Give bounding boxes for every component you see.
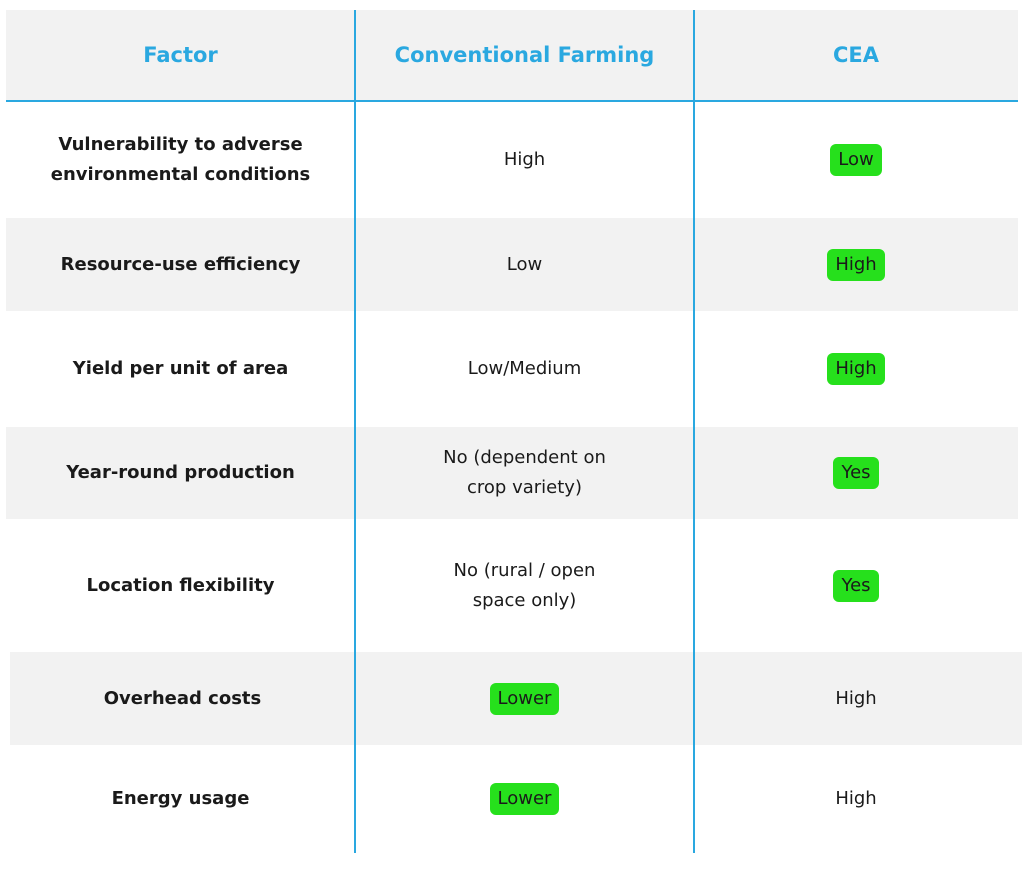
- cell-text: High: [835, 788, 877, 809]
- factor-cell: Yield per unit of area: [6, 311, 355, 427]
- cell-text: High: [503, 149, 546, 170]
- highlight-text: Yes: [833, 569, 879, 602]
- highlight-text: High: [827, 248, 885, 281]
- factor-cell: Year-round production: [6, 427, 355, 519]
- cell: Low/Medium: [355, 311, 694, 427]
- header-cell: Conventional Farming: [394, 43, 655, 67]
- cell: Lower: [355, 652, 694, 745]
- factor-cell: Energy usage: [6, 745, 355, 853]
- highlight-text: Lower: [489, 783, 560, 815]
- cell-text: Yield per unit of area: [72, 358, 289, 379]
- cell: No (dependent on crop variety): [355, 427, 694, 519]
- factor-cell: Vulnerability to adverse environmental c…: [6, 102, 355, 218]
- cell: High: [355, 102, 694, 218]
- table-row: Vulnerability to adverse environmental c…: [6, 102, 1018, 218]
- cell: No (rural / open space only): [355, 519, 694, 652]
- cell: Yes: [694, 519, 1018, 652]
- table-row: Yield per unit of area Low/Medium High: [6, 311, 1018, 427]
- cell-text: Resource-use efficiency: [60, 253, 301, 275]
- cell-text: Year-round production: [66, 462, 295, 483]
- cell: Low: [355, 218, 694, 311]
- factor-cell: Overhead costs: [10, 652, 355, 745]
- factor-cell: Resource-use efficiency: [6, 218, 355, 311]
- cell: High: [694, 652, 1018, 745]
- column-divider: [354, 10, 356, 853]
- header-cell: Factor: [143, 43, 218, 67]
- column-divider: [693, 10, 695, 853]
- factor-cell: Location flexibility: [6, 519, 355, 652]
- header-divider: [6, 100, 1018, 102]
- cell-text: Low/Medium: [467, 358, 582, 379]
- cell-text: Location flexibility: [86, 574, 275, 596]
- header-row: Factor Conventional Farming CEA: [6, 10, 1018, 100]
- table-row: Year-round production No (dependent on c…: [6, 427, 1018, 519]
- cell-text: Overhead costs: [103, 687, 262, 709]
- cell-text: No (rural / open space only): [453, 559, 596, 611]
- cell: High: [694, 311, 1018, 427]
- cell-text: Energy usage: [111, 788, 250, 809]
- cell: Lower: [355, 745, 694, 853]
- cell: High: [694, 745, 1018, 853]
- table-row: Resource-use efficiency Low High: [6, 218, 1018, 311]
- cell-text: No (dependent on crop variety): [443, 447, 606, 498]
- header-cell: CEA: [832, 43, 879, 67]
- table-row: Location flexibility No (rural / open sp…: [6, 519, 1018, 652]
- cell-text: High: [835, 687, 877, 709]
- highlight-text: Low: [830, 144, 882, 176]
- cell-text: Low: [506, 253, 543, 275]
- cell: Low: [694, 102, 1018, 218]
- cell: High: [694, 218, 1018, 311]
- cell: Yes: [694, 427, 1018, 519]
- highlight-text: Lower: [489, 682, 560, 715]
- table-row: Energy usage Lower High: [6, 745, 1018, 853]
- table-row: Overhead costs Lower High: [10, 652, 1022, 745]
- highlight-text: High: [827, 353, 885, 385]
- cell-text: Vulnerability to adverse environmental c…: [50, 134, 311, 185]
- highlight-text: Yes: [833, 457, 879, 489]
